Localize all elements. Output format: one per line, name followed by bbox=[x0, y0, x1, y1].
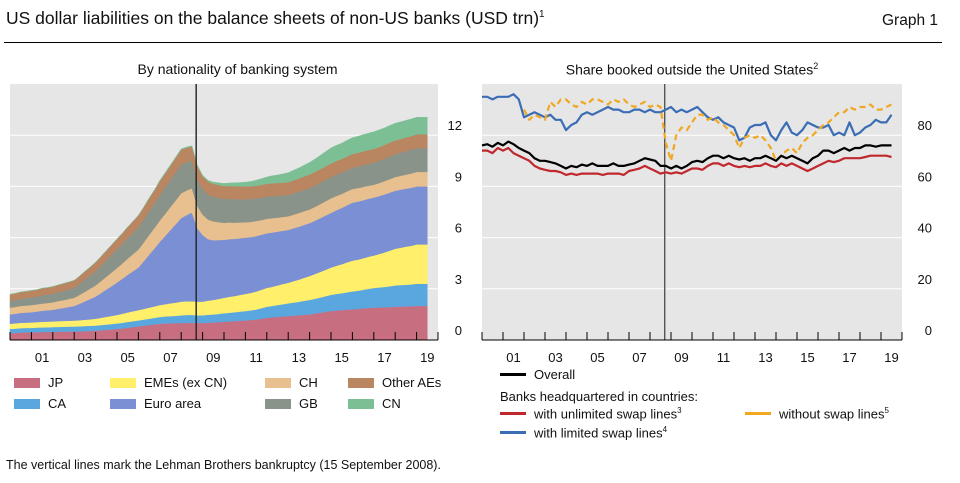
legend-note-without-swap: 5 bbox=[884, 406, 889, 415]
right-panel-title: Share booked outside the United States2 bbox=[482, 61, 902, 78]
chart-title-text: US dollar liabilities on the balance she… bbox=[6, 8, 540, 28]
right-x-tick-label: 05 bbox=[590, 350, 604, 365]
legend-label-other-aes: Other AEs bbox=[382, 375, 442, 390]
right-x-tick-label: 01 bbox=[506, 350, 520, 365]
title-rule bbox=[4, 42, 942, 43]
right-y-tick-label: 60 bbox=[918, 169, 932, 184]
right-line-chart: 0 20 40 60 80 01 03 05 07 09 11 13 15 17 19 bbox=[481, 84, 932, 365]
right-x-tick-label: 07 bbox=[632, 350, 646, 365]
right-y-tick-label: 40 bbox=[918, 221, 932, 236]
legend-swatch-euro-area bbox=[110, 399, 136, 409]
legend-item-without-swap: without swap lines5 bbox=[745, 406, 889, 421]
legend-swatch-jp bbox=[14, 378, 40, 388]
legend-line-unlimited-swap bbox=[500, 412, 526, 416]
left-y-tick-label: 0 bbox=[455, 323, 462, 338]
legend-swatch-gb bbox=[265, 399, 291, 409]
legend-label-ca: CA bbox=[48, 396, 67, 411]
legend-label-cn: CN bbox=[382, 396, 401, 411]
right-panel-title-note: 2 bbox=[813, 61, 819, 71]
legend-item-ca: CA bbox=[14, 396, 66, 411]
left-x-tick-label: 07 bbox=[163, 350, 177, 365]
legend-item-emes: EMEs (ex CN) bbox=[110, 375, 227, 390]
left-panel-title: By nationality of banking system bbox=[137, 61, 338, 77]
left-x-tick-label: 09 bbox=[206, 350, 220, 365]
legend-item-cn: CN bbox=[348, 396, 401, 411]
legend-swatch-emes bbox=[110, 378, 136, 388]
left-x-tick-label: 01 bbox=[35, 350, 49, 365]
legend-item-overall: Overall bbox=[500, 367, 575, 382]
line-series-without-swap-lines bbox=[523, 98, 892, 162]
left-x-tick-label: 13 bbox=[292, 350, 306, 365]
legend-item-other-aes: Other AEs bbox=[348, 375, 441, 390]
legend-line-overall bbox=[500, 373, 526, 376]
legend-item-gb: GB bbox=[265, 396, 318, 411]
left-x-tick-label: 03 bbox=[78, 350, 92, 365]
legend-line-without-swap bbox=[745, 412, 771, 416]
right-x-tick-label: 11 bbox=[717, 350, 731, 365]
legend-label-ch: CH bbox=[299, 375, 318, 390]
legend-label-jp: JP bbox=[48, 375, 64, 390]
legend-item-euro-area: Euro area bbox=[110, 396, 201, 411]
legend-note-unlimited-swap: 3 bbox=[677, 406, 682, 415]
line-series-with-unlimited-swap-lines bbox=[482, 146, 892, 176]
left-y-tick-label: 3 bbox=[455, 272, 462, 287]
right-panel-title-text: Share booked outside the United States bbox=[565, 61, 814, 78]
left-x-tick-label: 15 bbox=[334, 350, 348, 365]
footnote: The vertical lines mark the Lehman Broth… bbox=[6, 458, 441, 472]
legend-line-limited-swap bbox=[500, 431, 526, 435]
left-y-tick-label: 9 bbox=[455, 169, 462, 184]
legend-label-without-swap: without swap lines bbox=[779, 406, 885, 422]
legend-label-overall: Overall bbox=[534, 367, 576, 382]
right-x-tick-label: 13 bbox=[758, 350, 772, 365]
legend-note-limited-swap: 4 bbox=[662, 425, 668, 434]
legend-item-limited-swap: with limited swap lines4 bbox=[500, 425, 667, 440]
right-plot-background bbox=[482, 84, 902, 340]
legend-label-emes: EMEs (ex CN) bbox=[144, 375, 228, 390]
right-x-tick-label: 03 bbox=[548, 350, 562, 365]
left-x-tick-label: 11 bbox=[249, 350, 263, 365]
legend-label-limited-swap: with limited swap lines bbox=[534, 425, 663, 441]
graph-number: Graph 1 bbox=[881, 12, 938, 29]
right-y-tick-label: 0 bbox=[925, 323, 932, 338]
right-x-tick-label: 19 bbox=[884, 350, 898, 365]
area-series-cn bbox=[9, 117, 428, 295]
legend-label-gb: GB bbox=[299, 396, 318, 411]
legend-label-euro-area: Euro area bbox=[144, 396, 202, 411]
legend-item-jp: JP bbox=[14, 375, 63, 390]
right-y-tick-label: 20 bbox=[918, 272, 932, 287]
left-y-tick-label: 6 bbox=[455, 221, 462, 236]
legend-item-unlimited-swap: with unlimited swap lines3 bbox=[500, 406, 682, 421]
right-y-tick-label: 80 bbox=[918, 118, 932, 133]
chart-title: US dollar liabilities on the balance she… bbox=[6, 8, 545, 29]
left-x-tick-label: 19 bbox=[420, 350, 434, 365]
legend-item-ch: CH bbox=[265, 375, 318, 390]
right-x-tick-label: 15 bbox=[800, 350, 814, 365]
left-x-tick-label: 17 bbox=[377, 350, 391, 365]
line-series-overall bbox=[481, 140, 892, 170]
line-series-with-limited-swap-lines bbox=[482, 93, 893, 142]
legend-swatch-cn bbox=[348, 399, 374, 409]
right-x-tick-label: 09 bbox=[674, 350, 688, 365]
legend-swatch-ca bbox=[14, 399, 40, 409]
left-x-tick-label: 05 bbox=[120, 350, 134, 365]
title-footnote-marker: 1 bbox=[539, 9, 545, 21]
legend-swatch-other-aes bbox=[348, 378, 374, 388]
legend-swatch-ch bbox=[265, 378, 291, 388]
left-y-tick-label: 12 bbox=[448, 118, 462, 133]
right-x-tick-label: 17 bbox=[842, 350, 856, 365]
legend-heading: Banks headquartered in countries: bbox=[500, 389, 699, 404]
legend-label-unlimited-swap: with unlimited swap lines bbox=[534, 406, 678, 422]
